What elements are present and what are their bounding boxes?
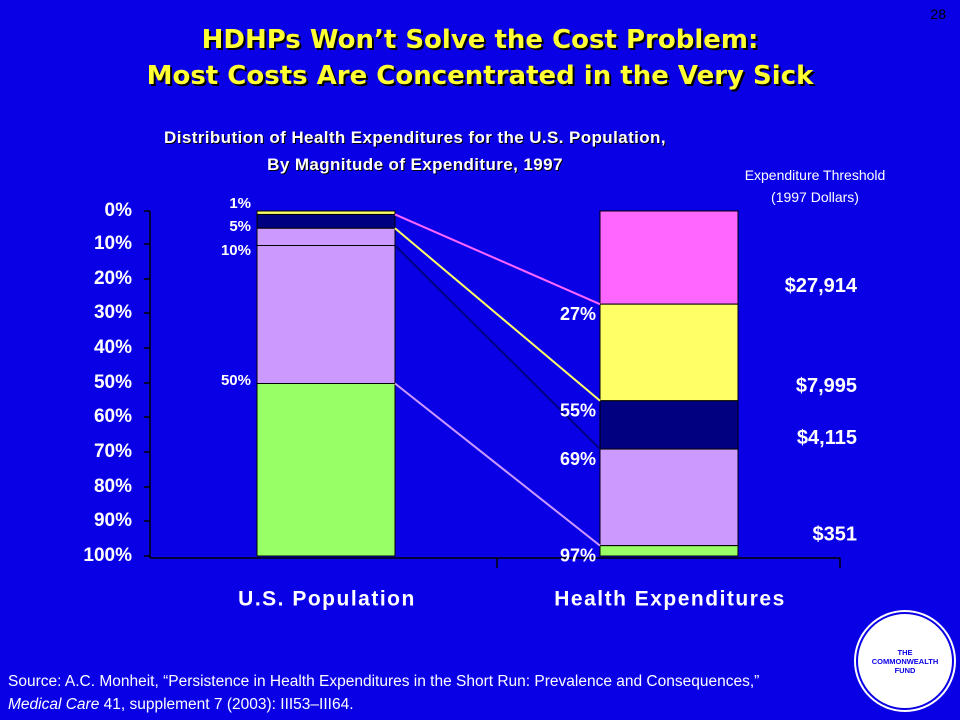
expenditure-bar-segment: [599, 303, 739, 402]
y-tick-label: 20%: [94, 268, 132, 289]
category-label: Health Expenditures: [554, 588, 786, 611]
logo-line-2: COMMONWEALTH: [871, 656, 939, 666]
title-line-1: HDHPs Won’t Solve the Cost Problem:: [201, 25, 759, 55]
y-tick-label: 10%: [94, 233, 132, 254]
threshold-label: Expenditure Threshold (1997 Dollars): [720, 164, 910, 208]
title-line-2: Most Costs Are Concentrated in the Very …: [146, 61, 814, 91]
threshold-label-line-1: Expenditure Threshold: [744, 167, 886, 183]
population-bar-segment: [256, 383, 396, 557]
y-tick-label: 90%: [94, 510, 132, 531]
population-bar-segment: [256, 213, 396, 229]
population-segment-label: 50%: [221, 372, 251, 389]
y-tick-label: 70%: [94, 441, 132, 462]
source-journal: Medical Care: [8, 696, 100, 713]
connector-line: [394, 213, 601, 306]
expenditure-segment-label: 97%: [560, 545, 596, 565]
y-tick-label: 60%: [94, 406, 132, 427]
connector-line: [394, 382, 601, 547]
connector-line: [394, 244, 601, 450]
expenditure-bar-segment: [599, 400, 739, 450]
population-bar-segment: [256, 245, 396, 384]
threshold-value-label: $7,995: [796, 375, 857, 397]
commonwealth-fund-logo: THE COMMONWEALTH FUND: [856, 612, 954, 710]
y-tick-label: 100%: [83, 545, 132, 566]
y-tick-label: 40%: [94, 337, 132, 358]
population-bar-segment: [256, 227, 396, 246]
logo-line-3: FUND: [894, 665, 916, 675]
y-tick-label: 80%: [94, 476, 132, 497]
chart-title: Distribution of Health Expenditures for …: [100, 124, 730, 178]
threshold-label-line-2: (1997 Dollars): [771, 189, 859, 205]
source-suffix: 41, supplement 7 (2003): III53–III64.: [99, 696, 354, 713]
logo-line-1: THE: [897, 647, 913, 657]
y-tick-label: 30%: [94, 302, 132, 323]
y-tick-label: 50%: [94, 372, 132, 393]
threshold-value-label: $351: [813, 524, 858, 546]
chart-title-line-1: Distribution of Health Expenditures for …: [164, 128, 666, 147]
slide-number: 28: [930, 6, 946, 22]
population-segment-label: 5%: [229, 218, 251, 235]
source-note: Source: A.C. Monheit, “Persistence in He…: [8, 670, 808, 716]
chart-title-line-2: By Magnitude of Expenditure, 1997: [267, 155, 563, 174]
slide-title: HDHPs Won’t Solve the Cost Problem: Most…: [0, 22, 960, 94]
expenditure-bar-segment: [599, 545, 739, 557]
category-label: U.S. Population: [238, 588, 416, 611]
population-segment-label: 10%: [221, 242, 251, 259]
threshold-value-label: $4,115: [797, 427, 857, 449]
population-segment-label: 1%: [229, 195, 251, 212]
source-prefix: Source: A.C. Monheit, “Persistence in He…: [8, 673, 760, 690]
expenditure-segment-label: 55%: [560, 401, 596, 421]
expenditure-bar-segment: [599, 448, 739, 547]
expenditure-bar-segment: [599, 210, 739, 305]
expenditure-segment-label: 27%: [560, 304, 596, 324]
threshold-value-label: $27,914: [785, 275, 858, 297]
y-tick-label: 0%: [105, 200, 133, 221]
expenditure-segment-label: 69%: [560, 449, 596, 469]
connector-line: [394, 227, 601, 402]
population-bar-segment: [256, 210, 396, 215]
